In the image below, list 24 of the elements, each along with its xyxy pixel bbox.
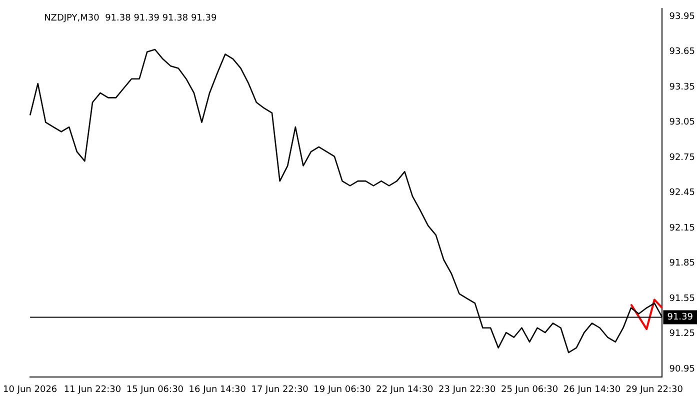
x-tick-label: 11 Jun 22:30 [64,384,122,395]
y-tick-label: 91.55 [669,294,695,304]
ref-line-label: 91.39 [667,312,694,323]
y-tick-label: 93.05 [669,118,695,128]
y-tick-label: 92.15 [669,223,695,234]
x-tick-label: 10 Jun 2026 [3,384,58,395]
y-tick-label: 90.95 [669,364,695,374]
x-tick-label: 16 Jun 14:30 [188,384,246,395]
y-tick-label: 93.95 [669,12,695,22]
text: NZDJPY,M30 91.38 91.39 91.38 91.39 [44,14,217,24]
y-tick-label: 93.35 [669,82,695,92]
x-tick-label: 17 Jun 22:30 [251,384,309,395]
y-tick-label: 92.45 [669,188,695,198]
y-tick-label: 92.75 [669,152,695,163]
y-tick-label: 91.85 [669,258,695,269]
x-tick-label: 29 Jun 22:30 [626,384,684,395]
x-tick-label: 22 Jun 14:30 [376,384,434,395]
x-tick-label: 19 Jun 06:30 [314,384,372,395]
y-tick-label: 93.65 [669,47,695,58]
y-tick-label: 91.25 [669,329,695,340]
x-tick-label: 23 Jun 22:30 [438,384,496,395]
x-tick-label: 26 Jun 14:30 [563,384,621,395]
x-tick-label: 15 Jun 06:30 [126,384,184,395]
x-tick-label: 25 Jun 06:30 [500,384,558,395]
